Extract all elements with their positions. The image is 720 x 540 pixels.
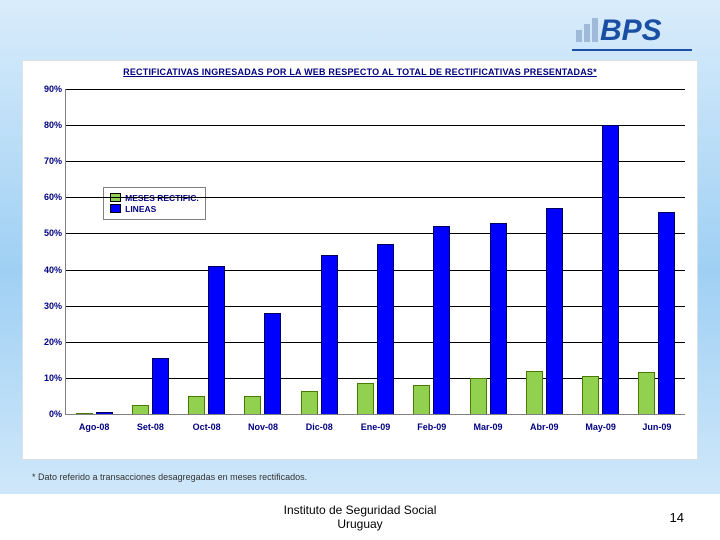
chart-footnote: * Dato referido a transacciones desagreg…	[32, 472, 307, 482]
y-tick-label: 60%	[32, 192, 62, 202]
gridline	[66, 161, 685, 162]
y-tick-label: 50%	[32, 228, 62, 238]
footer-text: Instituto de Seguridad Social Uruguay	[284, 503, 437, 532]
page-number: 14	[670, 510, 684, 525]
bar	[208, 266, 225, 414]
bar	[490, 223, 507, 414]
slide-page: BPS RECTIFICATIVAS INGRESADAS POR LA WEB…	[0, 0, 720, 540]
x-tick-label: Jun-09	[642, 422, 671, 432]
legend: MESES RECTIFIC.LINEAS	[103, 187, 206, 220]
x-tick-label: Oct-08	[193, 422, 221, 432]
bar	[546, 208, 563, 414]
x-tick-label: Abr-09	[530, 422, 559, 432]
gridline	[66, 270, 685, 271]
chart-panel: RECTIFICATIVAS INGRESADAS POR LA WEB RES…	[22, 60, 698, 460]
plot-area: MESES RECTIFIC.LINEAS 0%10%20%30%40%50%6…	[65, 89, 685, 415]
x-tick-label: May-09	[585, 422, 616, 432]
bar	[357, 383, 374, 414]
y-tick-label: 40%	[32, 265, 62, 275]
legend-item: LINEAS	[110, 204, 199, 214]
bar	[377, 244, 394, 414]
footer-line1: Instituto de Seguridad Social	[284, 503, 437, 517]
footer-bar: Instituto de Seguridad Social Uruguay 14	[0, 494, 720, 540]
x-tick-label: Feb-09	[417, 422, 446, 432]
bar	[96, 412, 113, 414]
bar	[582, 376, 599, 414]
bar	[132, 405, 149, 414]
chart-title: RECTIFICATIVAS INGRESADAS POR LA WEB RES…	[23, 61, 697, 79]
bar	[413, 385, 430, 414]
y-tick-label: 80%	[32, 120, 62, 130]
x-tick-label: Ago-08	[79, 422, 110, 432]
bar	[638, 372, 655, 414]
legend-label: LINEAS	[125, 204, 156, 214]
bar	[301, 391, 318, 414]
gridline	[66, 306, 685, 307]
bar	[321, 255, 338, 414]
legend-swatch	[110, 204, 121, 213]
x-tick-label: Nov-08	[248, 422, 278, 432]
bar	[76, 413, 93, 414]
y-tick-label: 0%	[32, 409, 62, 419]
bar	[152, 358, 169, 414]
y-tick-label: 90%	[32, 84, 62, 94]
bar	[470, 378, 487, 414]
bar	[602, 125, 619, 414]
gridline	[66, 89, 685, 90]
footer-line2: Uruguay	[337, 517, 382, 531]
x-tick-label: Mar-09	[474, 422, 503, 432]
bar	[526, 371, 543, 414]
bar	[658, 212, 675, 414]
y-tick-label: 20%	[32, 337, 62, 347]
svg-text:BPS: BPS	[600, 14, 662, 47]
bar	[188, 396, 205, 414]
bps-logo: BPS	[572, 8, 692, 56]
y-tick-label: 70%	[32, 156, 62, 166]
gridline	[66, 125, 685, 126]
y-tick-label: 30%	[32, 301, 62, 311]
bar	[433, 226, 450, 414]
y-tick-label: 10%	[32, 373, 62, 383]
bar	[264, 313, 281, 414]
bar	[244, 396, 261, 414]
x-tick-label: Dic-08	[306, 422, 333, 432]
gridline	[66, 233, 685, 234]
gridline	[66, 197, 685, 198]
gridline	[66, 342, 685, 343]
x-tick-label: Set-08	[137, 422, 164, 432]
x-tick-label: Ene-09	[361, 422, 391, 432]
